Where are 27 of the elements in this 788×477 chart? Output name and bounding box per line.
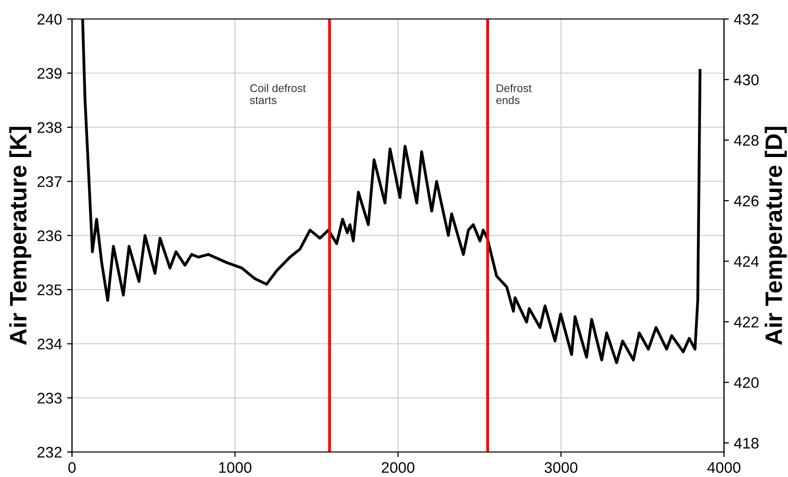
y-tick-label: 235 — [38, 284, 62, 296]
y-tick-label: 237 — [38, 176, 62, 188]
y-axis-title: Air Temperature [K] — [9, 126, 32, 345]
x-tick-label: 3000 — [544, 462, 578, 473]
y-tick-label: 239 — [38, 68, 62, 79]
line-series — [81, 19, 702, 364]
x-tick-label: 1000 — [219, 462, 252, 473]
y2-tick-label: 426 — [734, 196, 759, 206]
y2-tick-label: 424 — [734, 256, 759, 267]
y-tick-label: 236 — [38, 230, 62, 242]
y2-tick-label: 422 — [734, 316, 758, 328]
annotation: Coil defrost starts — [250, 84, 306, 104]
y-tick-label: 238 — [38, 122, 62, 133]
y2-tick-label: 418 — [734, 438, 759, 449]
y2-tick-label: 430 — [734, 74, 759, 86]
x-tick-label: 2000 — [382, 462, 414, 473]
y-tick-label: 233 — [38, 392, 62, 404]
y2-tick-label: 420 — [734, 377, 759, 388]
x-tick-label: 0 — [68, 462, 76, 473]
y-tick-label: 232 — [38, 446, 62, 458]
y2-tick-label: 432 — [734, 14, 758, 25]
y-tick-label: 240 — [38, 14, 62, 25]
x-tick-label: 4000 — [707, 462, 740, 473]
y2-tick-label: 428 — [734, 134, 759, 146]
annotation: Defrost ends — [496, 84, 532, 104]
y-tick-label: 234 — [38, 338, 62, 350]
y2-axis-title: Air Temperature [D] — [764, 126, 787, 345]
